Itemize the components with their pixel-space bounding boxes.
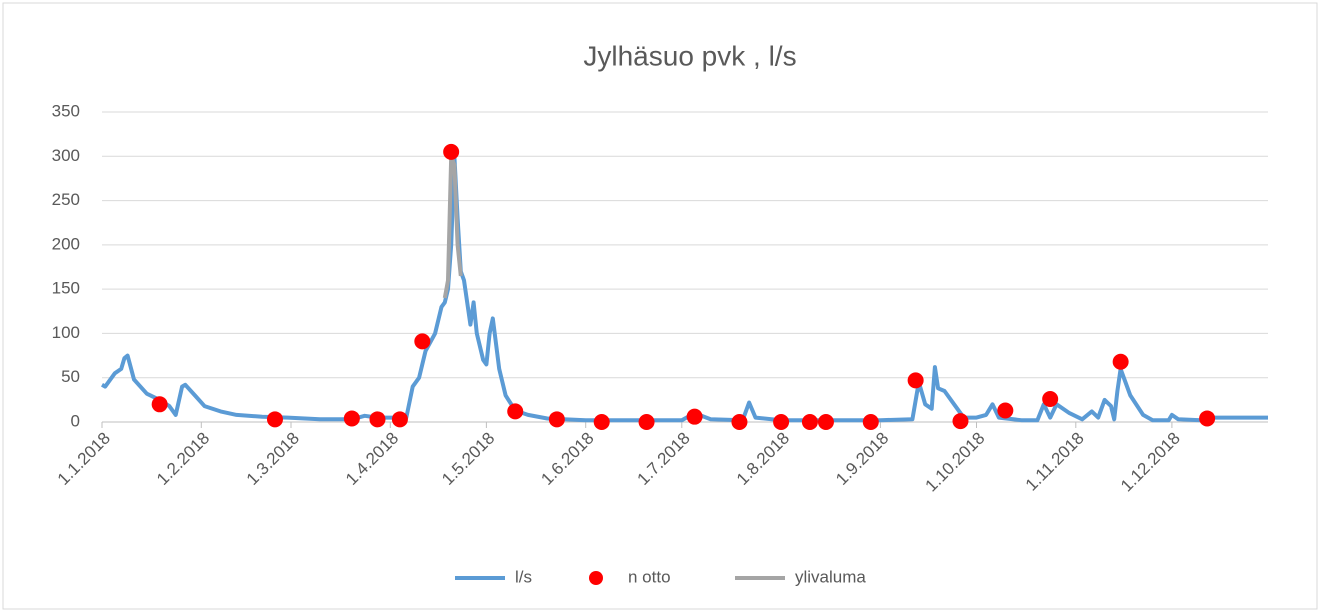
data-point [686, 408, 703, 425]
data-point [548, 411, 565, 428]
y-tick-label: 300 [52, 146, 80, 165]
data-point [343, 410, 360, 427]
y-tick-label: 350 [52, 101, 80, 120]
legend-label: l/s [515, 567, 532, 586]
data-point [997, 402, 1014, 419]
data-point [391, 411, 408, 428]
data-point [1042, 390, 1059, 407]
y-tick-label: 200 [52, 234, 80, 253]
data-point [952, 413, 969, 430]
y-tick-label: 150 [52, 279, 80, 298]
data-point [801, 414, 818, 430]
data-point [369, 411, 386, 428]
legend-swatch [589, 571, 603, 585]
data-point [151, 396, 168, 413]
chart-title: Jylhäsuo pvk , l/s [583, 40, 796, 71]
data-point [266, 411, 283, 428]
data-point [817, 414, 834, 430]
data-point [414, 333, 431, 350]
data-point [773, 414, 790, 430]
data-point [862, 414, 879, 430]
series-line [101, 154, 1268, 423]
data-point [443, 143, 460, 160]
y-tick-label: 100 [52, 323, 80, 342]
y-tick-label: 50 [61, 367, 80, 386]
data-point [907, 372, 924, 389]
legend-label: n otto [628, 567, 671, 586]
data-point [638, 414, 655, 430]
y-tick-label: 0 [71, 411, 80, 430]
series-line [442, 154, 463, 299]
legend-label: ylivaluma [795, 567, 866, 586]
y-tick-label: 250 [52, 190, 80, 209]
data-point [1112, 353, 1129, 370]
data-point [731, 414, 748, 430]
data-point [1199, 410, 1216, 427]
data-point [593, 414, 610, 430]
data-point [507, 403, 524, 420]
